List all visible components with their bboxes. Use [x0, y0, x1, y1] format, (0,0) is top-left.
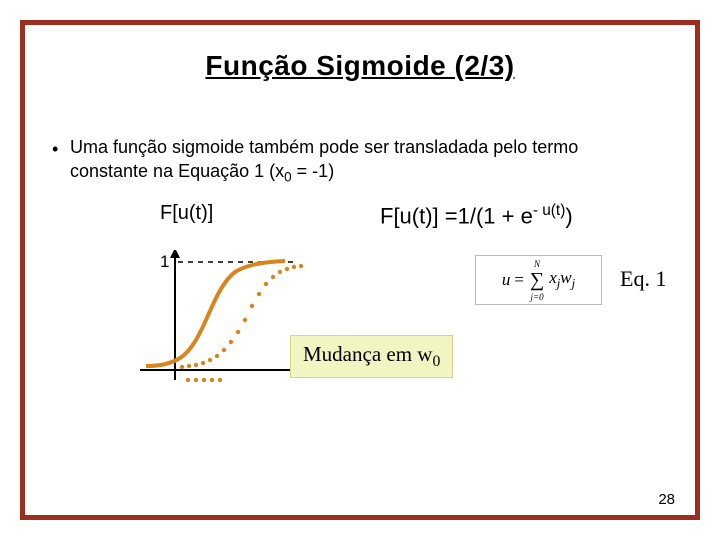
eq-sum-bot: j=0: [531, 292, 544, 302]
formula-rhs-a: 1/(1 + e: [458, 203, 533, 228]
sigmoid-curve-main: [146, 261, 285, 366]
eq-sum-top: N: [534, 259, 540, 269]
sigmoid-formula: F[u(t)] =1/(1 + e- u(t)): [380, 202, 573, 229]
equation-image: u = N ∑ j=0 xj wj: [475, 255, 602, 305]
bullet-post: = -1): [292, 161, 335, 181]
eq-wj: wj: [560, 268, 575, 291]
formula-lhs: F[u(t)] =: [380, 203, 458, 228]
sigmoid-curve-shifted: [180, 264, 303, 369]
mudanca-box: Mudança em w0: [290, 335, 453, 378]
eq-u: u: [502, 270, 511, 290]
page-number: 28: [658, 491, 675, 508]
mudanca-sub: 0: [432, 353, 440, 370]
bullet-dot: •: [52, 137, 58, 161]
formula-exp: - u(t): [533, 202, 566, 219]
bullet-sub: 0: [284, 170, 292, 185]
eq-xj: xj: [549, 268, 560, 291]
sigma-icon: ∑: [530, 269, 544, 292]
asymptote-label: 1: [160, 252, 169, 271]
eq-sum: N ∑ j=0: [530, 269, 544, 292]
equation-label: Eq. 1: [620, 266, 666, 292]
y-axis-label: F[u(t)]: [160, 202, 213, 225]
eq-equals: =: [514, 270, 524, 290]
y-axis-arrow: [170, 250, 180, 258]
bullet-text: • Uma função sigmoide também pode ser tr…: [70, 135, 660, 187]
mudanca-pre: Mudança em w: [303, 342, 432, 366]
dots-below-axis: [186, 378, 222, 382]
slide-title: Função Sigmoide (2/3): [0, 50, 720, 82]
formula-rhs-b: ): [565, 203, 572, 228]
